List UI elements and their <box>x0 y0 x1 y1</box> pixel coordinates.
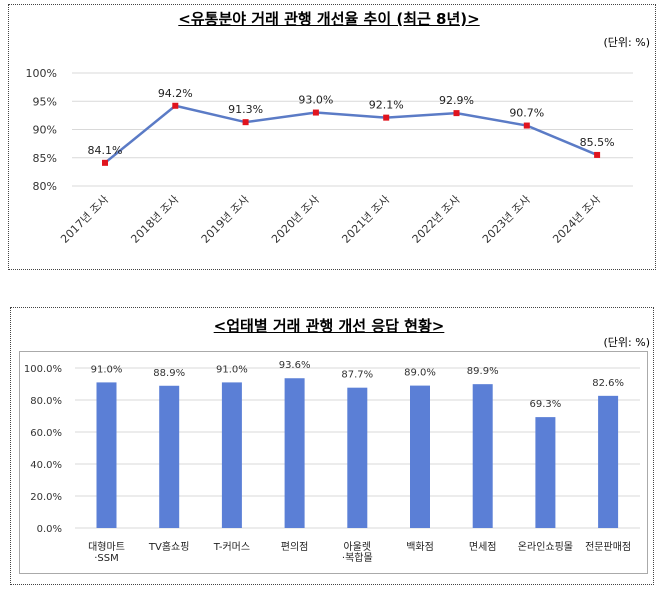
data-label: 91.0% <box>91 364 123 375</box>
x-tick-label: 편의점 <box>281 541 309 553</box>
x-tick-label: 2020년 조사 <box>269 193 322 246</box>
data-label: 90.7% <box>509 107 544 120</box>
data-label: 92.1% <box>369 99 404 112</box>
data-label: 84.1% <box>88 144 123 157</box>
data-label: 92.9% <box>439 94 474 107</box>
y-tick-label: 20.0% <box>30 492 62 503</box>
bar-chart-title-text: <업태별 거래 관행 개선 응답 현황> <box>213 317 445 335</box>
bar <box>347 387 368 528</box>
data-label: 91.3% <box>228 103 263 116</box>
data-label: 82.6% <box>592 378 624 389</box>
x-tick-label: 전문판매점 <box>585 541 631 553</box>
y-tick-label: 100.0% <box>24 364 62 375</box>
x-tick-label: 온라인쇼핑몰 <box>518 541 573 553</box>
line-chart-frame <box>8 4 656 270</box>
y-tick-label: 80.0% <box>30 396 62 407</box>
x-tick-label: 2023년 조사 <box>480 193 533 246</box>
x-tick-label: 2024년 조사 <box>550 193 603 246</box>
data-label: 89.0% <box>404 368 436 379</box>
bar <box>598 395 619 528</box>
x-tick-label: 아울렛 <box>343 541 371 553</box>
bar-chart-plot-border <box>19 351 648 574</box>
x-tick-label: T-커머스 <box>213 541 250 553</box>
x-tick-label: 면세점 <box>469 541 497 553</box>
data-label: 85.5% <box>580 136 615 149</box>
data-point-marker <box>453 110 460 117</box>
data-point-marker <box>312 109 319 116</box>
data-point-marker <box>594 151 601 158</box>
bar <box>535 417 556 528</box>
bar <box>221 382 242 528</box>
x-tick-label: 2021년 조사 <box>339 193 392 246</box>
data-label: 91.0% <box>216 364 248 375</box>
data-label: 87.7% <box>341 370 373 381</box>
data-point-marker <box>172 102 179 109</box>
bar <box>410 385 430 528</box>
y-tick-label: 60.0% <box>30 428 62 439</box>
bar <box>284 378 305 528</box>
data-label: 94.2% <box>158 87 193 100</box>
x-tick-label: TV홈쇼핑 <box>148 540 190 553</box>
y-tick-label: 85% <box>33 152 57 165</box>
x-tick-label: 백화점 <box>406 541 434 553</box>
y-tick-label: 80% <box>33 180 57 193</box>
x-tick-label: 2017년 조사 <box>58 193 111 246</box>
data-point-marker <box>242 119 249 126</box>
x-tick-label: ·복합몰 <box>342 552 373 564</box>
line-chart-unit: (단위: %) <box>603 36 650 49</box>
bar <box>472 384 493 528</box>
data-label: 69.3% <box>530 399 562 410</box>
y-tick-label: 40.0% <box>30 460 62 471</box>
y-tick-label: 0.0% <box>37 524 62 535</box>
data-line <box>104 104 598 164</box>
y-tick-label: 95% <box>33 95 57 108</box>
y-tick-label: 90% <box>33 124 57 137</box>
data-point-marker <box>383 114 390 121</box>
data-label: 93.6% <box>279 360 311 371</box>
line-chart-title: <유통분야 거래 관행 개선율 추이 (최근 8년)> <box>0 8 658 29</box>
line-chart-title-text: <유통분야 거래 관행 개선율 추이 (최근 8년)> <box>178 10 480 28</box>
data-label: 93.0% <box>298 94 333 107</box>
data-label: 88.9% <box>153 368 185 379</box>
data-point-marker <box>102 159 108 166</box>
bar <box>159 385 180 528</box>
y-tick-label: 100% <box>26 67 57 80</box>
x-tick-label: 2019년 조사 <box>199 193 252 246</box>
x-tick-label: 2018년 조사 <box>128 193 181 246</box>
x-tick-label: ·SSM <box>94 553 119 564</box>
bar-chart-unit: (단위: %) <box>603 336 650 349</box>
x-tick-label: 대형마트 <box>88 541 125 553</box>
bar-chart-title: <업태별 거래 관행 개선 응답 현황> <box>0 315 658 336</box>
bar-chart-frame <box>10 307 654 585</box>
bar <box>96 382 117 528</box>
data-label: 89.9% <box>467 366 499 377</box>
x-tick-label: 2022년 조사 <box>410 193 463 246</box>
data-point-marker <box>523 122 530 129</box>
